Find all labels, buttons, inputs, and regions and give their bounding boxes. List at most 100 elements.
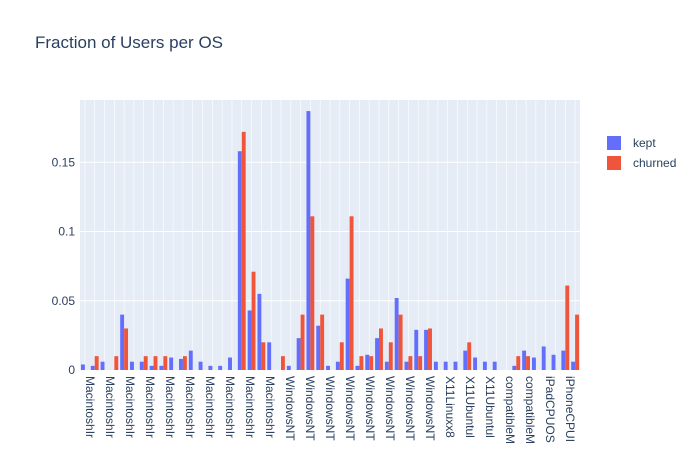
bar-kept[interactable] <box>531 357 536 370</box>
bar-kept[interactable] <box>208 365 213 370</box>
bar-churned[interactable] <box>310 216 315 370</box>
bar-kept[interactable] <box>267 342 272 370</box>
x-tick-label: WindowsNT <box>283 376 297 441</box>
bar-churned[interactable] <box>369 356 374 370</box>
bar-kept[interactable] <box>90 365 95 370</box>
bar-kept[interactable] <box>159 365 164 370</box>
bar-kept[interactable] <box>296 338 301 370</box>
bar-kept[interactable] <box>120 314 125 370</box>
bar-churned[interactable] <box>388 342 393 370</box>
x-tick-label: iPhoneCPUI <box>563 376 577 442</box>
bar-kept[interactable] <box>375 338 380 370</box>
bar-churned[interactable] <box>526 356 530 370</box>
bar-kept[interactable] <box>453 361 458 370</box>
bar-churned[interactable] <box>182 356 187 370</box>
bar-kept[interactable] <box>247 310 252 370</box>
bar-kept[interactable] <box>355 365 360 370</box>
x-tick-label: X11Ubuntul <box>483 376 497 438</box>
x-tick-label: MacintoshIr <box>243 376 257 438</box>
x-tick-label: iPadCPUOS <box>543 376 557 443</box>
x-tick-label: WindowsNT <box>403 376 417 441</box>
bar-churned[interactable] <box>143 356 148 370</box>
bar-kept[interactable] <box>345 278 350 370</box>
x-tick-label: compatibleM <box>503 376 517 444</box>
x-tick-label: WindowsNT <box>343 376 357 441</box>
bar-kept[interactable] <box>198 361 203 370</box>
bar-kept[interactable] <box>139 361 144 370</box>
bar-kept[interactable] <box>228 357 232 370</box>
bar-kept[interactable] <box>463 350 468 370</box>
bar-churned[interactable] <box>398 314 403 370</box>
bar-kept[interactable] <box>335 361 340 370</box>
bar-kept[interactable] <box>492 361 497 370</box>
bar-kept[interactable] <box>414 329 419 370</box>
bar-kept[interactable] <box>100 361 105 370</box>
bar-churned[interactable] <box>280 356 285 370</box>
bar-kept[interactable] <box>179 358 183 370</box>
bar-churned[interactable] <box>124 328 129 370</box>
legend-item-churned[interactable]: churned <box>607 153 676 173</box>
x-tick-label: WindowsNT <box>303 376 317 441</box>
bar-kept[interactable] <box>424 329 429 370</box>
bar-kept[interactable] <box>404 361 409 370</box>
bar-kept[interactable] <box>149 365 154 370</box>
bar-kept[interactable] <box>218 365 223 370</box>
bar-churned[interactable] <box>408 356 413 370</box>
bar-churned[interactable] <box>359 356 364 370</box>
bar-kept[interactable] <box>188 350 193 370</box>
bar-kept[interactable] <box>384 361 389 370</box>
bar-kept[interactable] <box>394 298 399 370</box>
bar-churned[interactable] <box>516 356 521 370</box>
bar-kept[interactable] <box>473 357 478 370</box>
bar-kept[interactable] <box>306 111 311 371</box>
bar-kept[interactable] <box>482 361 487 370</box>
bar-churned[interactable] <box>94 356 99 370</box>
x-tick-label: MacintoshIr <box>223 376 237 438</box>
bar-churned[interactable] <box>349 216 354 370</box>
bar-kept[interactable] <box>433 361 438 370</box>
bar-kept[interactable] <box>326 365 330 370</box>
legend-label-churned: churned <box>633 156 677 170</box>
bar-churned[interactable] <box>114 356 119 370</box>
bar-kept[interactable] <box>80 364 85 370</box>
bar-kept[interactable] <box>522 350 527 370</box>
chart-title: Fraction of Users per OS <box>35 33 224 52</box>
bar-kept[interactable] <box>512 365 517 370</box>
bar-churned[interactable] <box>379 328 383 370</box>
bar-kept[interactable] <box>286 365 291 370</box>
x-tick-label: WindowsNT <box>423 376 437 441</box>
x-tick-label: MacintoshIr <box>163 376 177 438</box>
bar-churned[interactable] <box>153 356 158 370</box>
bar-churned[interactable] <box>565 285 570 370</box>
bar-kept[interactable] <box>571 361 576 370</box>
bar-kept[interactable] <box>257 293 262 370</box>
legend-item-kept[interactable]: kept <box>607 133 676 153</box>
bar-kept[interactable] <box>551 354 556 370</box>
y-tick-label: 0 <box>68 363 75 377</box>
bar-churned[interactable] <box>339 342 344 370</box>
x-tick-label: WindowsNT <box>383 376 397 441</box>
bar-kept[interactable] <box>130 361 134 370</box>
bar-churned[interactable] <box>163 356 168 370</box>
bar-kept[interactable] <box>237 151 242 370</box>
y-tick-label: 0.15 <box>52 155 76 169</box>
bar-kept[interactable] <box>316 325 321 370</box>
bar-churned[interactable] <box>251 271 256 370</box>
y-tick-label: 0.05 <box>52 294 76 308</box>
bar-kept[interactable] <box>169 357 174 370</box>
bar-churned[interactable] <box>300 314 305 370</box>
bar-kept[interactable] <box>561 350 566 370</box>
bar-kept[interactable] <box>365 354 370 370</box>
x-tick-label: MacintoshIr <box>203 376 217 438</box>
bar-churned[interactable] <box>241 131 246 370</box>
bar-kept[interactable] <box>443 361 448 370</box>
bar-churned[interactable] <box>575 314 580 370</box>
x-tick-label: WindowsNT <box>363 376 377 441</box>
bar-churned[interactable] <box>320 314 325 370</box>
bar-churned[interactable] <box>467 342 472 370</box>
x-tick-label: X11Linuxx8 <box>443 376 457 438</box>
bar-churned[interactable] <box>261 342 266 370</box>
bar-churned[interactable] <box>418 356 423 370</box>
bar-churned[interactable] <box>428 328 432 370</box>
bar-kept[interactable] <box>541 346 546 370</box>
